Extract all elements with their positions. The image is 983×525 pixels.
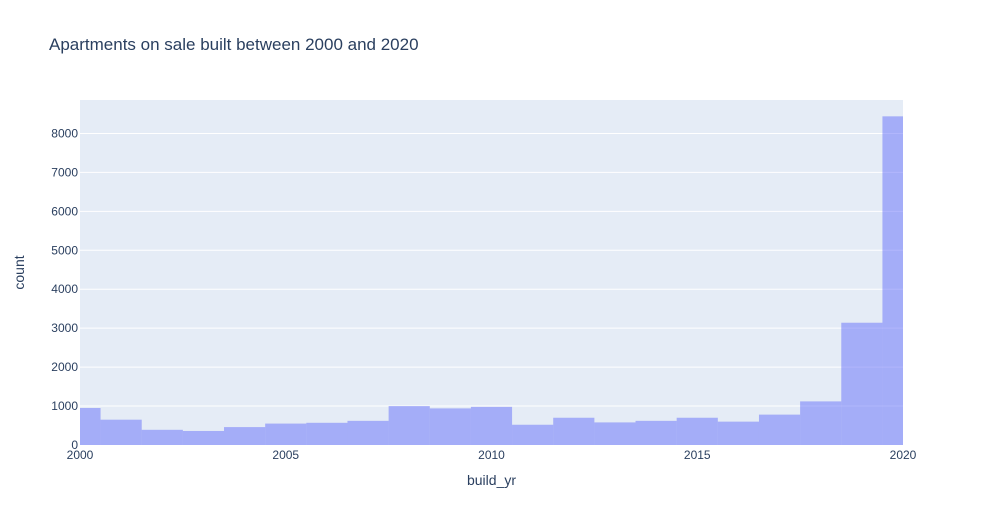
x-axis-ticks: 2000 2005 2010 2015 2020 xyxy=(67,448,917,462)
y-axis-ticks: 0 1000 2000 3000 4000 5000 6000 7000 8000 xyxy=(51,126,78,452)
y-tick-label: 2000 xyxy=(51,360,78,374)
histogram-bar xyxy=(800,401,842,445)
x-tick-label: 2020 xyxy=(890,448,917,462)
histogram-bar xyxy=(100,419,142,445)
x-tick-label: 2005 xyxy=(272,448,299,462)
histogram-bar xyxy=(80,408,101,445)
y-tick-label: 1000 xyxy=(51,399,78,413)
histogram-bar xyxy=(676,417,718,445)
histogram-bar xyxy=(306,422,348,445)
histogram-bar xyxy=(882,116,903,445)
histogram-bar xyxy=(841,322,883,445)
chart-title: Apartments on sale built between 2000 an… xyxy=(49,35,419,54)
x-tick-label: 2015 xyxy=(684,448,711,462)
histogram-bar xyxy=(553,417,595,445)
y-tick-label: 0 xyxy=(71,438,78,452)
histogram-bar xyxy=(635,420,677,445)
histogram-bar xyxy=(182,430,225,445)
histogram-bar xyxy=(594,422,636,445)
y-tick-label: 6000 xyxy=(51,204,78,218)
histogram-bar xyxy=(470,406,513,445)
gridlines xyxy=(80,132,903,407)
histogram-bar xyxy=(717,421,759,445)
y-tick-label: 5000 xyxy=(51,243,78,257)
histogram-bars xyxy=(80,116,903,445)
y-tick-label: 8000 xyxy=(51,126,78,140)
y-tick-label: 7000 xyxy=(51,165,78,179)
histogram-bar xyxy=(429,408,471,445)
x-axis-label: build_yr xyxy=(467,472,516,488)
histogram-bar xyxy=(141,429,183,445)
histogram-bar xyxy=(347,420,389,445)
x-tick-label: 2010 xyxy=(478,448,505,462)
plot-area xyxy=(80,100,903,445)
y-axis-label: count xyxy=(11,255,27,289)
y-tick-label: 3000 xyxy=(51,321,78,335)
histogram-bar xyxy=(512,424,554,445)
x-tick-label: 2000 xyxy=(67,448,94,462)
y-tick-label: 4000 xyxy=(51,282,78,296)
histogram-bar xyxy=(388,406,430,445)
histogram-bar xyxy=(224,427,266,445)
histogram-bar xyxy=(758,414,801,445)
histogram-bar xyxy=(265,423,307,445)
